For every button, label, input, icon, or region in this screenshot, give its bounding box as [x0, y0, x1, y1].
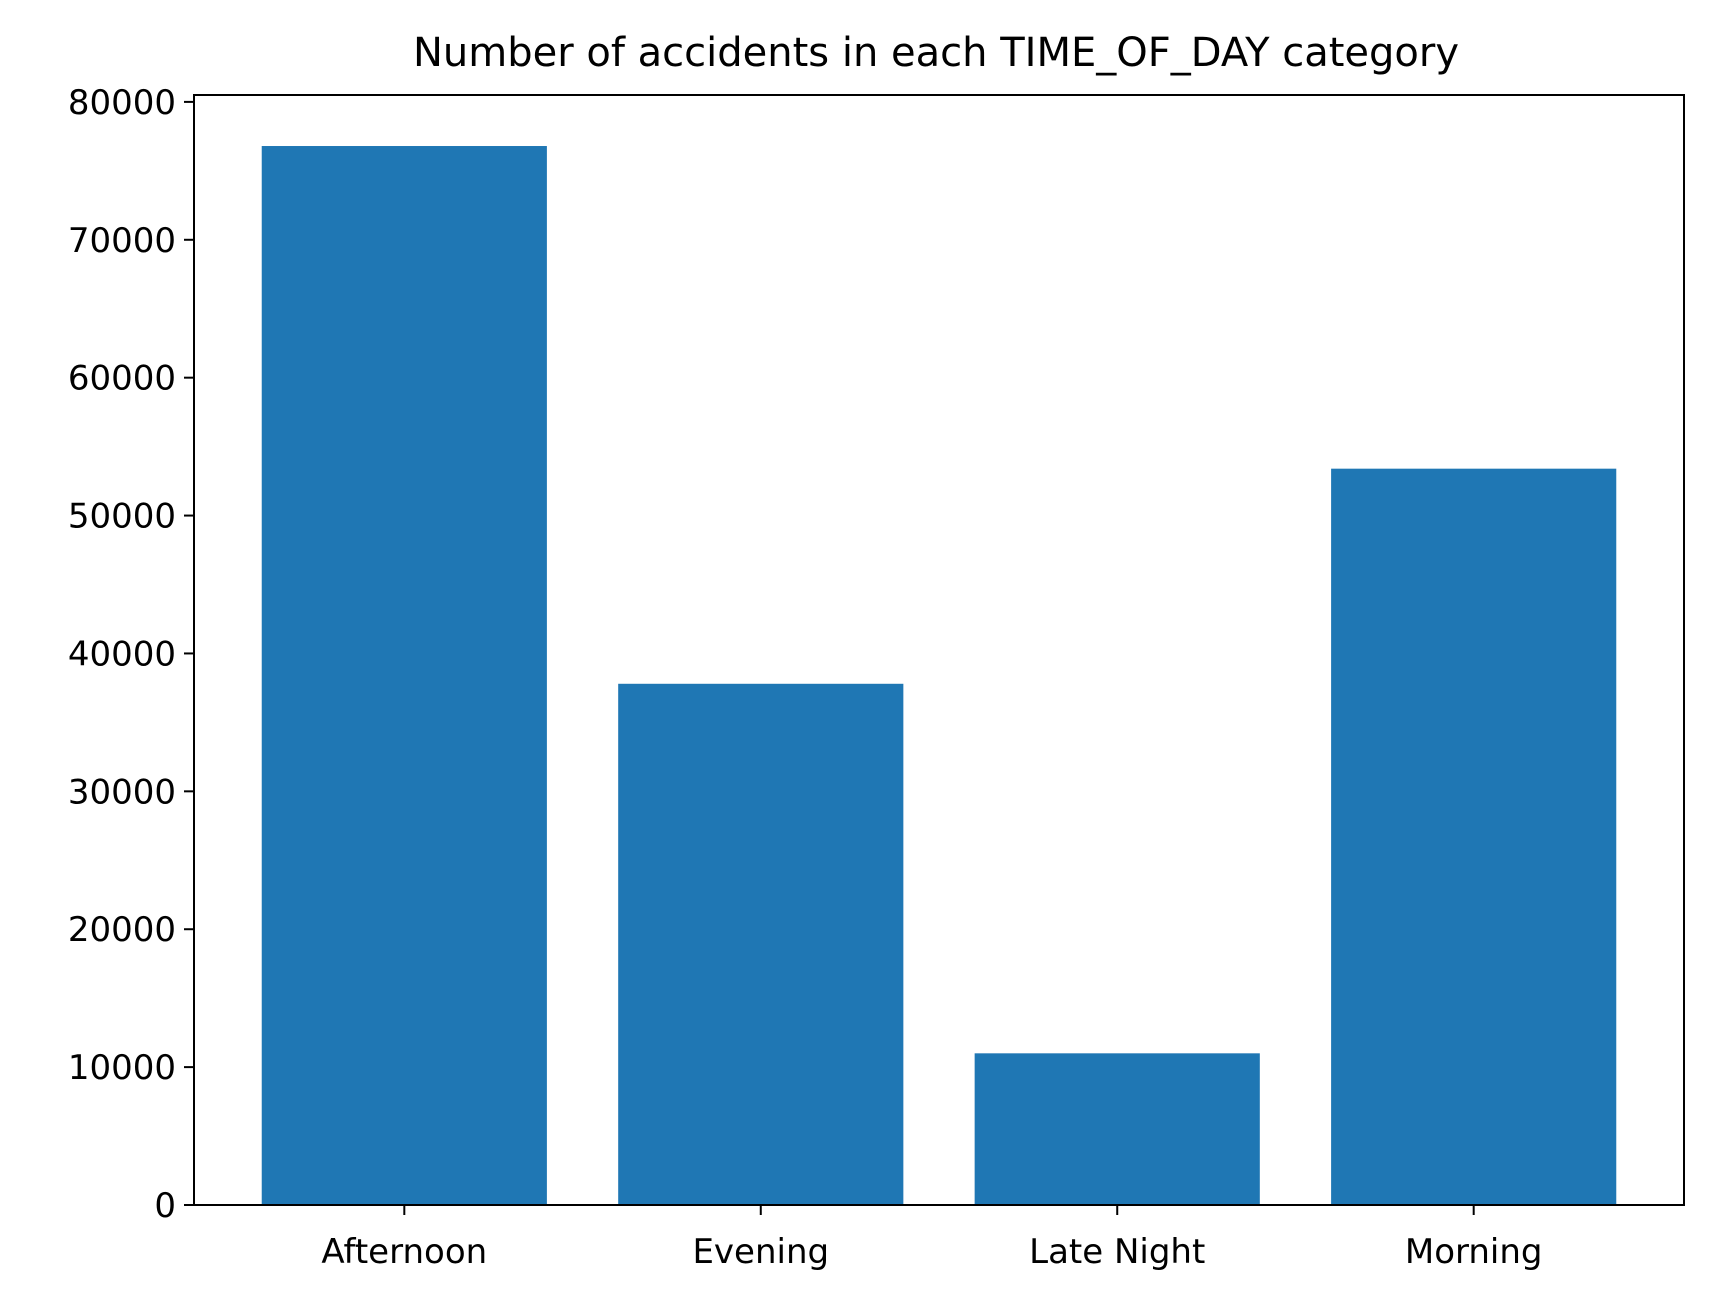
x-tick-label: Evening: [692, 1232, 829, 1272]
x-tick-label: Late Night: [1029, 1232, 1205, 1272]
bar-late-night: [974, 1053, 1260, 1205]
bar-morning: [1331, 468, 1617, 1206]
y-tick-label: 50000: [68, 497, 176, 537]
chart-title: Number of accidents in each TIME_OF_DAY …: [413, 30, 1459, 76]
bars-group: [261, 146, 1617, 1206]
y-tick-label: 0: [154, 1186, 176, 1226]
y-tick-label: 80000: [68, 83, 176, 123]
x-tick-label: Morning: [1405, 1232, 1543, 1272]
y-tick-label: 40000: [68, 634, 176, 674]
plot-frame: [193, 94, 1685, 1206]
x-axis: Afternoon Evening Late Night Morning: [321, 1205, 1543, 1272]
y-axis: 0 10000 20000 30000 40000 50000 60000 70000 8000…: [68, 83, 194, 1226]
y-tick-label: 60000: [68, 359, 176, 399]
y-tick-label: 10000: [68, 1048, 176, 1088]
y-tick-label: 30000: [68, 772, 176, 812]
bar-evening: [618, 683, 904, 1205]
y-tick-label: 20000: [68, 910, 176, 950]
x-tick-label: Afternoon: [321, 1232, 487, 1272]
y-tick-label: 70000: [68, 221, 176, 261]
bar-afternoon: [261, 146, 547, 1205]
